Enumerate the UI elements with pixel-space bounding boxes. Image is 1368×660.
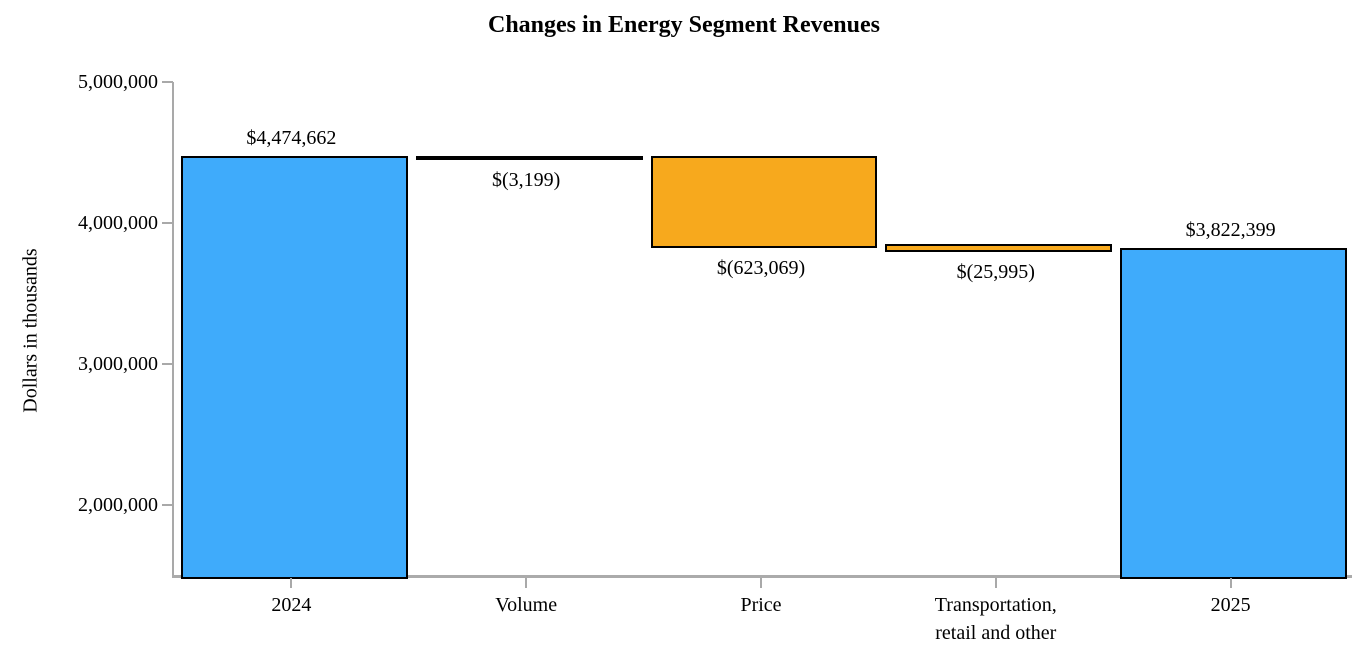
x-tick-label: Volume [495,594,558,616]
x-tick-mark [760,578,762,588]
waterfall-bar-2024 [181,155,408,579]
y-tick-mark [162,221,173,224]
y-tick-mark [162,362,173,365]
x-tick-mark [290,578,293,588]
y-axis-title: Dollars in thousands [19,248,42,413]
y-tick-mark [162,503,173,506]
x-tick-mark [1229,578,1232,588]
waterfall-bar-transportation-retail-and-other [885,244,1113,252]
x-tick-label: 2024 [271,594,312,616]
x-axis-line [172,575,1352,578]
y-tick-mark [162,81,173,83]
waterfall-bar-2025 [1120,247,1347,579]
waterfall-bar-volume [415,155,643,161]
x-tick-label: Price [740,594,782,616]
x-tick-mark [994,578,997,588]
x-tick-mark [525,578,528,588]
x-tick-label: 2025 [1210,594,1251,616]
bar-value-label: $(623,069) [716,257,806,280]
chart-title: Changes in Energy Segment Revenues [487,12,880,38]
bar-value-label: $4,474,662 [246,126,337,149]
y-axis-line [172,82,174,578]
y-tick-label: 5,000,000 [78,71,158,93]
y-tick-label: 2,000,000 [78,493,158,516]
bar-value-label: $(3,199) [492,169,561,192]
bar-value-label: $(25,995) [956,260,1035,283]
bar-value-label: $3,822,399 [1185,218,1276,241]
y-tick-label: 4,000,000 [78,211,158,234]
x-tick-label: Transportation, retail and other [934,594,1057,644]
y-tick-label: 3,000,000 [78,352,158,375]
waterfall-bar-price [650,156,878,249]
